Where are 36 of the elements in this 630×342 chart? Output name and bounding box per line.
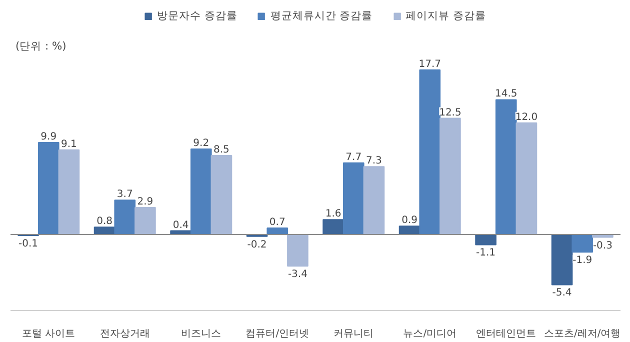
legend-label: 페이지뷰 증감률 — [406, 9, 486, 23]
x-tick-label: 전자상거래 — [100, 328, 150, 340]
data-label: 9.1 — [61, 138, 77, 150]
x-tick-label: 컴퓨터/인터넷 — [246, 328, 310, 340]
data-label: -0.3 — [592, 240, 612, 252]
data-label: 9.9 — [40, 131, 57, 142]
data-label: 0.4 — [172, 220, 189, 231]
data-label: 1.6 — [325, 208, 342, 220]
x-tick-label: 포털 사이트 — [22, 328, 76, 340]
data-label: 0.9 — [402, 215, 418, 226]
data-label: 17.7 — [418, 58, 442, 70]
data-label: -5.4 — [552, 288, 572, 299]
text: (단위 : %) — [16, 40, 66, 52]
data-label: 3.7 — [116, 189, 133, 200]
x-tick-label: 비즈니스 — [181, 328, 222, 340]
data-label: -0.2 — [247, 239, 267, 250]
data-label: 2.9 — [137, 196, 154, 208]
data-label: 9.2 — [193, 138, 210, 149]
legend-label: 평균체류시간 증감률 — [270, 9, 373, 23]
data-label: -3.4 — [288, 269, 308, 280]
data-label: 7.3 — [366, 156, 382, 167]
legend-label: 방문자수 증감률 — [156, 9, 238, 23]
data-label: 0.8 — [96, 216, 112, 228]
data-label: 14.5 — [494, 88, 518, 100]
data-label: -1.9 — [572, 255, 592, 266]
x-tick-label: 커뮤니티 — [334, 328, 374, 340]
data-label: -1.1 — [476, 248, 496, 259]
data-label: 8.5 — [214, 144, 230, 156]
data-label: 7.7 — [346, 152, 362, 163]
data-label: 12.5 — [439, 107, 462, 118]
data-label: -0.1 — [18, 238, 38, 250]
data-label: 12.0 — [515, 112, 538, 123]
data-label: 0.7 — [269, 217, 286, 228]
x-tick-label: 스포츠/레저/여행 — [544, 328, 621, 340]
x-tick-label: 뉴스/미디어 — [403, 328, 457, 340]
x-tick-label: 엔터테인먼트 — [476, 328, 536, 340]
